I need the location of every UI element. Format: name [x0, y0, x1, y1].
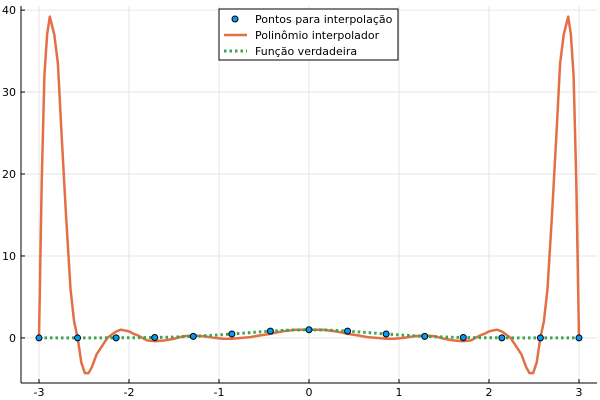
data-point — [74, 334, 82, 342]
data-point — [344, 327, 352, 335]
data-point — [151, 333, 159, 341]
legend-marker — [231, 15, 239, 23]
data-point — [575, 334, 583, 342]
legend-label: Polinômio interpolador — [255, 29, 380, 42]
legend-box — [218, 8, 399, 61]
legend: Pontos para interpolação Polinômio interp… — [218, 8, 399, 61]
legend-label: Pontos para interpolação — [255, 13, 393, 26]
y-tick-label: 10 — [2, 250, 16, 263]
x-tick-label: 2 — [486, 386, 493, 399]
data-point — [112, 334, 120, 342]
data-point — [228, 330, 236, 338]
data-point — [536, 334, 544, 342]
x-tick-label: -3 — [34, 386, 45, 399]
y-tick-label: 0 — [9, 332, 16, 345]
data-point — [189, 332, 197, 340]
data-point — [305, 326, 313, 334]
y-tick-label: 20 — [2, 168, 16, 181]
plot-area — [35, 15, 583, 375]
axes — [20, 6, 597, 384]
x-tick-label: -2 — [124, 386, 135, 399]
x-tick-label: -1 — [214, 386, 225, 399]
y-tick-label: 30 — [2, 86, 16, 99]
legend-label: Função verdadeira — [255, 45, 357, 58]
x-tick-label: 1 — [396, 386, 403, 399]
x-tick-label: 0 — [306, 386, 313, 399]
data-point — [382, 330, 390, 338]
data-point — [459, 333, 467, 341]
data-point — [498, 334, 506, 342]
data-point — [35, 334, 43, 342]
data-point — [266, 327, 274, 335]
y-tick-label: 40 — [2, 4, 16, 17]
x-tick-label: 3 — [576, 386, 583, 399]
grid — [21, 6, 597, 383]
data-point — [421, 332, 429, 340]
